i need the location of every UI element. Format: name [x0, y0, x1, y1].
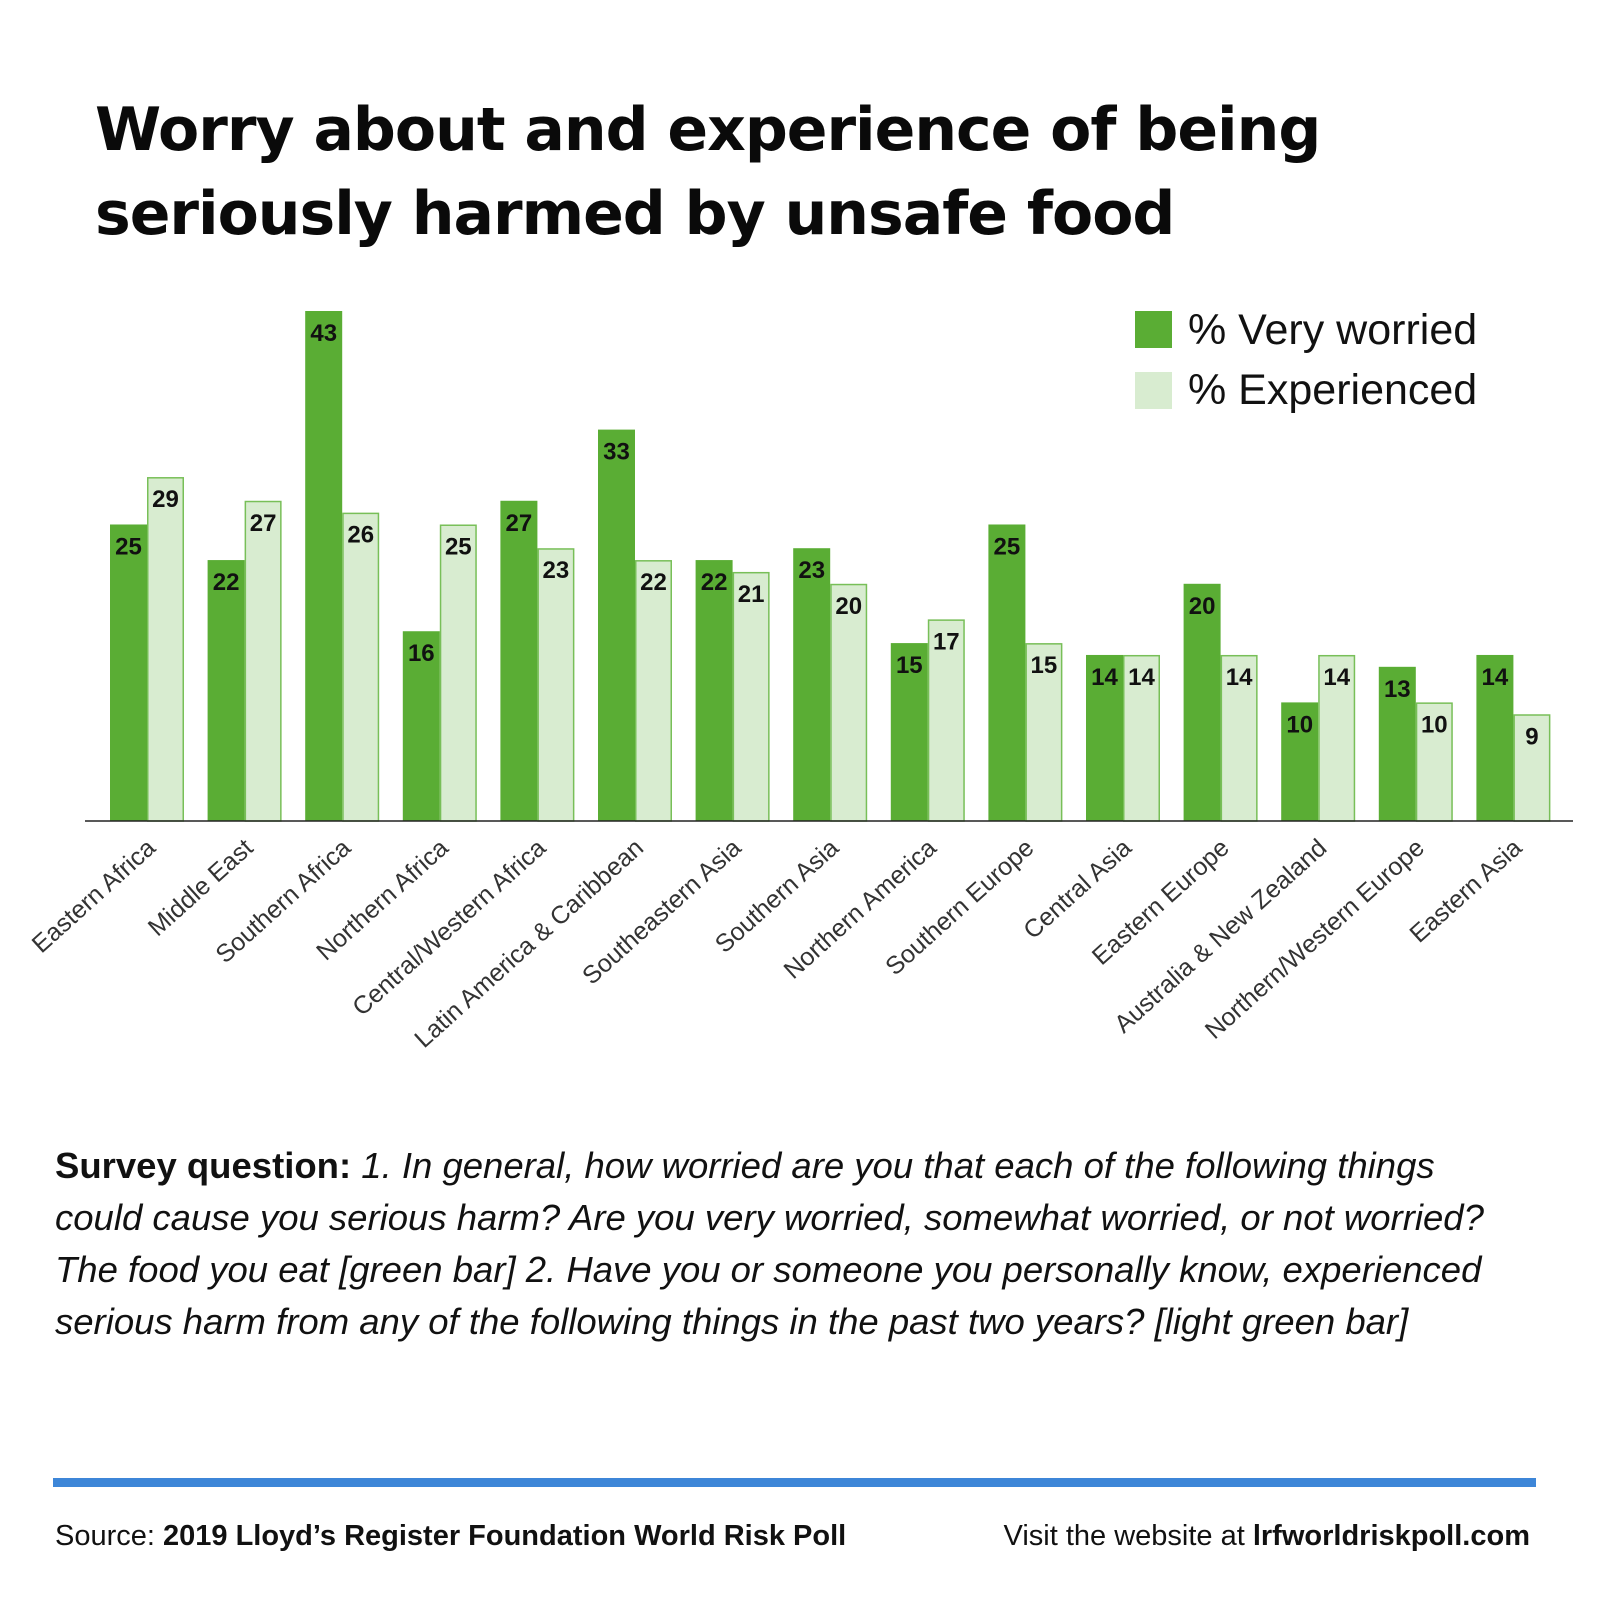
bar-experienced-australia-new-zealand: [1318, 654, 1356, 822]
bar-experienced-southern-africa: [342, 512, 380, 822]
survey-question: Survey question: 1. In general, how worr…: [55, 1140, 1495, 1348]
value-label-experienced-central-asia: 14: [1128, 664, 1155, 691]
legend-label-experienced: % Experienced: [1188, 366, 1477, 414]
bar-chart: 25 29 22 27 43 26 16 25 27 23 33 22 22 21 23 20 15 17 25 15…: [27, 306, 1573, 1054]
tick-label-eastern-africa: Eastern Africa: [27, 834, 161, 959]
value-label-very-worried-southern-asia: 23: [798, 557, 825, 584]
value-label-very-worried-eastern-africa: 25: [115, 533, 142, 560]
bar-very-worried-australia-new-zealand: [1281, 702, 1319, 821]
website-credit: Visit the website at lrfworldriskpoll.co…: [1004, 1520, 1531, 1553]
value-label-very-worried-northern-america: 15: [896, 652, 923, 679]
tick-label-southeastern-asia: Southeastern Asia: [577, 834, 747, 991]
value-label-experienced-eastern-asia: 9: [1525, 723, 1538, 750]
bar-very-worried-eastern-africa: [110, 524, 147, 821]
value-label-experienced-australia-new-zealand: 14: [1323, 664, 1350, 691]
value-label-very-worried-latin-america-caribbean: 33: [603, 439, 630, 466]
legend-swatch-very-worried: [1135, 311, 1172, 348]
bar-very-worried-eastern-asia: [1476, 654, 1514, 821]
legend-label-very-worried: % Very worried: [1188, 306, 1477, 354]
bar-very-worried-southern-europe: [988, 524, 1026, 821]
bar-very-worried-southern-africa: [305, 311, 343, 821]
value-label-very-worried-southern-europe: 25: [994, 533, 1021, 560]
value-label-very-worried-southeastern-asia: 22: [701, 569, 728, 596]
value-label-experienced-latin-america-caribbean: 22: [640, 569, 667, 596]
bar-experienced-eastern-europe: [1220, 654, 1258, 822]
bar-experienced-northern-america: [927, 619, 965, 822]
survey-question-label: Survey question:: [55, 1145, 352, 1186]
bar-experienced-central-asia: [1123, 654, 1160, 822]
value-label-very-worried-central-asia: 14: [1091, 664, 1118, 691]
legend: % Very worried % Experienced: [1135, 306, 1477, 414]
value-label-very-worried-northern-africa: 16: [408, 640, 435, 667]
value-label-very-worried-eastern-asia: 14: [1482, 664, 1509, 691]
value-label-experienced-northern-america: 17: [933, 628, 960, 655]
value-label-experienced-eastern-europe: 14: [1226, 664, 1253, 691]
legend-swatch-experienced: [1135, 372, 1172, 409]
value-label-very-worried-australia-new-zealand: 10: [1286, 711, 1313, 738]
bar-very-worried-northern-africa: [402, 631, 440, 821]
bar-very-worried-northern-america: [890, 643, 928, 821]
value-label-experienced-northern-western-europe: 10: [1421, 711, 1448, 738]
value-label-experienced-middle-east: 27: [250, 510, 277, 537]
value-label-experienced-northern-africa: 25: [445, 533, 472, 560]
value-labels-layer: 25 29 22 27 43 26 16 25 27 23 33 22 22 21 23 20 15 17 25 15…: [115, 320, 1538, 750]
bar-experienced-eastern-asia: [1513, 714, 1551, 822]
bar-very-worried-southern-asia: [793, 548, 831, 821]
survey-question-text: 1. In general, how worried are you that …: [55, 1145, 1484, 1342]
bar-very-worried-southeastern-asia: [695, 560, 733, 821]
value-label-experienced-southern-asia: 20: [835, 593, 862, 620]
value-label-very-worried-northern-western-europe: 13: [1384, 676, 1411, 703]
value-label-experienced-southern-europe: 15: [1031, 652, 1058, 679]
value-label-experienced-eastern-africa: 29: [152, 486, 179, 513]
website-link[interactable]: lrfworldriskpoll.com: [1252, 1520, 1530, 1552]
value-label-very-worried-eastern-europe: 20: [1189, 593, 1216, 620]
value-label-experienced-central-western-africa: 23: [543, 557, 570, 584]
source-credit: Source: 2019 Lloyd’s Register Foundation…: [55, 1520, 846, 1553]
bar-very-worried-middle-east: [207, 560, 245, 821]
value-label-very-worried-central-western-africa: 27: [506, 510, 533, 537]
bar-very-worried-central-asia: [1086, 654, 1123, 821]
bar-experienced-northern-africa: [439, 524, 477, 822]
bar-experienced-middle-east: [244, 500, 282, 822]
divider-rule: [53, 1478, 1536, 1487]
source-name: 2019 Lloyd’s Register Foundation World R…: [163, 1520, 847, 1552]
chart-title: Worry about and experience of being seri…: [95, 95, 1321, 249]
value-label-experienced-southeastern-asia: 21: [738, 581, 765, 608]
value-label-experienced-southern-africa: 26: [347, 522, 374, 549]
value-label-very-worried-southern-africa: 43: [310, 320, 337, 347]
bar-very-worried-northern-western-europe: [1378, 666, 1416, 821]
bar-experienced-southern-asia: [830, 583, 868, 822]
bar-experienced-southeastern-asia: [732, 571, 770, 822]
bars-layer: [110, 311, 1551, 822]
value-label-very-worried-middle-east: 22: [213, 569, 240, 596]
source-prefix: Source:: [55, 1520, 163, 1552]
bar-very-worried-central-western-africa: [500, 500, 538, 821]
bar-experienced-latin-america-caribbean: [635, 560, 672, 822]
bar-very-worried-eastern-europe: [1183, 583, 1221, 821]
bar-experienced-central-western-africa: [537, 548, 575, 822]
tick-label-central-western-africa: Central/Western Africa: [347, 834, 551, 1022]
bar-very-worried-latin-america-caribbean: [598, 429, 635, 821]
bar-experienced-eastern-africa: [147, 477, 184, 822]
website-prefix: Visit the website at: [1003, 1520, 1253, 1552]
